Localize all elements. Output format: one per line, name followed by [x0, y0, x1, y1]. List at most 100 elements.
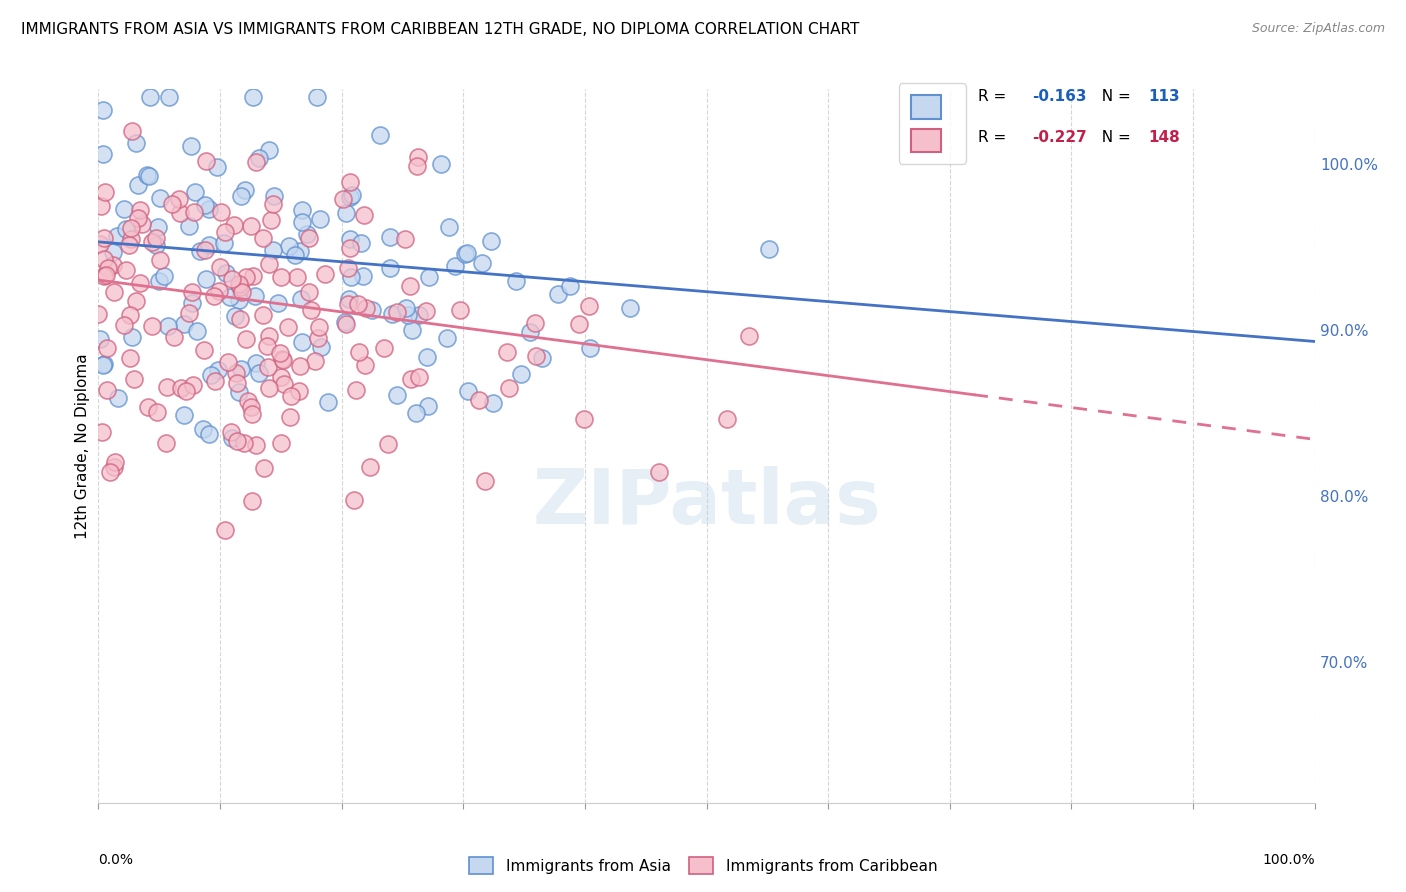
Point [124, 372, 146, 386]
Point [167, 193, 190, 207]
Point [418, 399, 440, 413]
Point [96, 341, 118, 355]
Point [217, 355, 239, 369]
Point [120, 308, 142, 322]
Point [115, 221, 138, 235]
Point [205, 160, 228, 174]
Point [157, 90, 180, 104]
Point [401, 323, 423, 337]
Point [224, 310, 246, 324]
Point [307, 90, 329, 104]
Point [270, 270, 292, 285]
Point [340, 187, 363, 202]
Point [353, 208, 375, 222]
Point [93, 252, 115, 267]
Point [149, 191, 172, 205]
Text: 0.0%: 0.0% [98, 853, 134, 867]
Point [291, 215, 314, 229]
Point [406, 159, 429, 173]
Point [173, 317, 195, 331]
Point [288, 359, 311, 374]
Point [129, 276, 152, 290]
Point [228, 293, 250, 307]
Point [149, 253, 172, 268]
Point [93, 357, 115, 371]
Point [183, 205, 205, 219]
Point [239, 219, 262, 233]
Point [456, 246, 478, 260]
Point [373, 341, 395, 355]
Point [141, 235, 163, 250]
Point [245, 356, 267, 370]
Point [290, 244, 312, 258]
Point [120, 221, 142, 235]
Point [145, 237, 167, 252]
Point [239, 400, 262, 414]
Point [194, 243, 217, 257]
Point [212, 235, 235, 250]
Point [243, 289, 266, 303]
Point [197, 202, 219, 216]
Point [346, 297, 368, 311]
Point [353, 358, 375, 372]
Point [125, 294, 148, 309]
Point [416, 350, 439, 364]
Point [204, 374, 226, 388]
Point [449, 302, 471, 317]
Point [163, 330, 186, 344]
Point [91, 425, 114, 439]
Point [579, 342, 602, 356]
Point [173, 409, 195, 423]
Point [619, 301, 641, 315]
Point [285, 270, 308, 285]
Point [195, 272, 218, 286]
Text: Source: ZipAtlas.com: Source: ZipAtlas.com [1251, 22, 1385, 36]
Point [260, 213, 283, 227]
Point [574, 412, 596, 426]
Point [141, 318, 163, 333]
Point [169, 205, 191, 219]
Point [107, 391, 129, 405]
Point [406, 150, 429, 164]
Point [202, 289, 225, 303]
Text: IMMIGRANTS FROM ASIA VS IMMIGRANTS FROM CARIBBEAN 12TH GRADE, NO DIPLOMA CORRELA: IMMIGRANTS FROM ASIA VS IMMIGRANTS FROM … [21, 22, 859, 37]
Point [218, 290, 240, 304]
Point [339, 241, 361, 255]
Point [194, 198, 217, 212]
Point [523, 316, 546, 330]
Point [270, 435, 292, 450]
Point [221, 272, 243, 286]
Point [437, 220, 460, 235]
Point [104, 455, 127, 469]
Point [648, 465, 671, 479]
Point [399, 371, 422, 385]
Point [145, 231, 167, 245]
Point [247, 151, 270, 165]
Point [405, 406, 427, 420]
Text: R =: R = [979, 130, 1011, 145]
Point [198, 237, 221, 252]
Point [146, 220, 169, 235]
Point [215, 266, 238, 280]
Point [368, 128, 391, 142]
Point [385, 387, 408, 401]
Point [271, 352, 294, 367]
Point [408, 308, 430, 322]
Point [436, 331, 458, 345]
Point [339, 190, 361, 204]
Text: -0.163: -0.163 [1032, 89, 1087, 104]
Point [127, 211, 149, 225]
Point [530, 351, 553, 365]
Point [381, 307, 404, 321]
Point [225, 366, 247, 380]
Point [136, 400, 159, 414]
Point [233, 436, 256, 450]
Point [307, 331, 329, 345]
Point [398, 278, 420, 293]
Point [121, 330, 143, 344]
Point [290, 293, 312, 307]
Point [160, 197, 183, 211]
Point [298, 285, 321, 299]
Point [474, 475, 496, 489]
Point [118, 238, 141, 252]
